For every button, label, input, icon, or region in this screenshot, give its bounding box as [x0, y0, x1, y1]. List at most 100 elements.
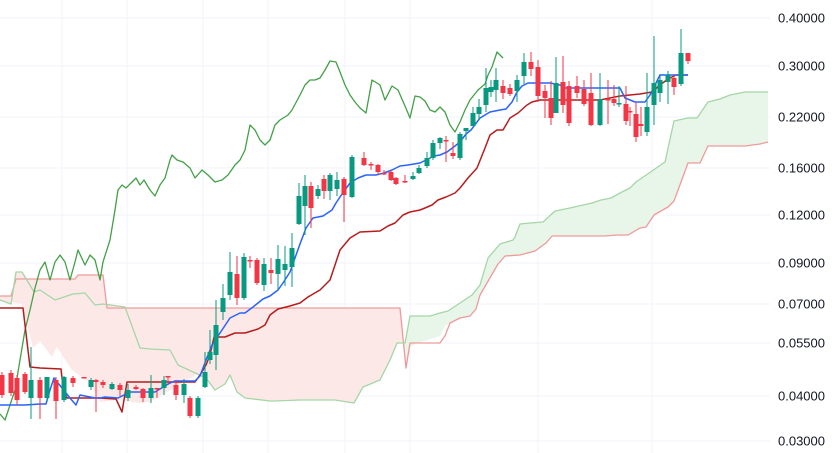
candle-down[interactable]	[93, 379, 99, 412]
candle-up[interactable]	[220, 284, 226, 320]
candle-down[interactable]	[22, 372, 28, 394]
candle-up[interactable]	[410, 172, 416, 180]
candle-down[interactable]	[8, 370, 14, 396]
candle-up[interactable]	[483, 68, 489, 112]
candle-down[interactable]	[375, 164, 381, 175]
candle-down[interactable]	[500, 80, 506, 99]
candle-up[interactable]	[213, 300, 219, 370]
candle-up[interactable]	[437, 137, 443, 149]
candle-up[interactable]	[349, 155, 355, 198]
candle-down[interactable]	[361, 152, 367, 166]
candle-down[interactable]	[671, 75, 677, 95]
candle-down[interactable]	[247, 256, 253, 268]
candle-up[interactable]	[334, 172, 340, 196]
candle-up[interactable]	[202, 352, 208, 388]
candle-up[interactable]	[644, 73, 650, 136]
candle-down[interactable]	[81, 377, 87, 379]
candle-down[interactable]	[53, 377, 59, 419]
candle-down[interactable]	[165, 376, 171, 384]
candle-down[interactable]	[402, 175, 408, 183]
candle-up[interactable]	[88, 378, 94, 390]
candle-up[interactable]	[181, 379, 187, 403]
candle-up[interactable]	[315, 185, 321, 199]
candle-down[interactable]	[560, 56, 566, 113]
candle-up[interactable]	[616, 86, 622, 107]
candle-up[interactable]	[493, 68, 499, 102]
candle-down[interactable]	[450, 142, 456, 159]
candle-up[interactable]	[651, 36, 657, 125]
candle-up[interactable]	[514, 75, 520, 102]
candle-down[interactable]	[566, 81, 572, 126]
candle-up[interactable]	[28, 347, 34, 419]
candle-up[interactable]	[657, 74, 663, 102]
candle-down[interactable]	[117, 383, 123, 396]
candle-up[interactable]	[44, 377, 50, 401]
candle-down[interactable]	[37, 377, 43, 419]
candle-down[interactable]	[133, 385, 139, 390]
candle-up[interactable]	[678, 29, 684, 86]
chart-plot-area[interactable]	[0, 0, 770, 453]
candle-up[interactable]	[521, 53, 527, 84]
candle-up[interactable]	[416, 165, 422, 174]
candle-down[interactable]	[507, 84, 513, 96]
candle-down[interactable]	[388, 170, 394, 181]
candle-down[interactable]	[368, 162, 374, 170]
candle-down[interactable]	[638, 107, 644, 136]
candle-down[interactable]	[393, 177, 399, 185]
candle-down[interactable]	[341, 177, 347, 222]
candle-up[interactable]	[597, 73, 603, 126]
candle-down[interactable]	[542, 85, 548, 118]
candle-up[interactable]	[227, 252, 233, 300]
candle-down[interactable]	[308, 182, 314, 228]
candle-down[interactable]	[685, 53, 691, 64]
candle-up[interactable]	[470, 107, 476, 126]
candle-down[interactable]	[443, 136, 449, 162]
candle-up[interactable]	[327, 173, 333, 200]
candle-up[interactable]	[430, 140, 436, 160]
candle-up[interactable]	[161, 376, 167, 395]
candle-up[interactable]	[261, 258, 267, 291]
candle-up[interactable]	[61, 376, 67, 402]
candle-up[interactable]	[457, 132, 463, 160]
candle-down[interactable]	[321, 175, 327, 199]
candle-down[interactable]	[70, 376, 76, 387]
candle-up[interactable]	[195, 396, 201, 418]
price-axis[interactable]: 0.40000 0.30000 0.22000 0.16000 0.12000 0.090…	[770, 0, 836, 453]
candle-down[interactable]	[234, 256, 240, 305]
candle-down[interactable]	[611, 85, 617, 106]
candle-down[interactable]	[140, 388, 146, 402]
candle-up[interactable]	[109, 382, 115, 390]
candle-up[interactable]	[148, 375, 154, 403]
candle-down[interactable]	[548, 81, 554, 125]
candle-down[interactable]	[381, 170, 387, 175]
candle-down[interactable]	[528, 52, 534, 76]
candle-up[interactable]	[296, 183, 302, 225]
candle-down[interactable]	[0, 372, 5, 398]
candle-down[interactable]	[100, 380, 106, 388]
candle-up[interactable]	[424, 152, 430, 168]
candle-down[interactable]	[627, 107, 633, 126]
candle-down[interactable]	[581, 80, 587, 106]
candle-up[interactable]	[289, 233, 295, 287]
candle-down[interactable]	[623, 86, 629, 125]
candle-down[interactable]	[535, 60, 541, 102]
candle-up[interactable]	[476, 99, 482, 120]
candle-up[interactable]	[488, 80, 494, 97]
candle-down[interactable]	[588, 73, 594, 126]
candle-down[interactable]	[154, 388, 160, 398]
candle-down[interactable]	[574, 76, 580, 98]
candle-up[interactable]	[207, 330, 213, 364]
candle-down[interactable]	[14, 375, 20, 405]
candle-up[interactable]	[282, 246, 288, 286]
candle-up[interactable]	[302, 175, 308, 235]
candle-up[interactable]	[463, 128, 469, 140]
candle-down[interactable]	[254, 258, 260, 285]
candle-up[interactable]	[241, 253, 247, 300]
candle-up[interactable]	[125, 384, 131, 401]
candle-down[interactable]	[187, 396, 193, 418]
candle-up[interactable]	[553, 57, 559, 113]
candle-up[interactable]	[665, 71, 671, 104]
candle-down[interactable]	[268, 258, 274, 284]
candle-up[interactable]	[275, 245, 281, 290]
